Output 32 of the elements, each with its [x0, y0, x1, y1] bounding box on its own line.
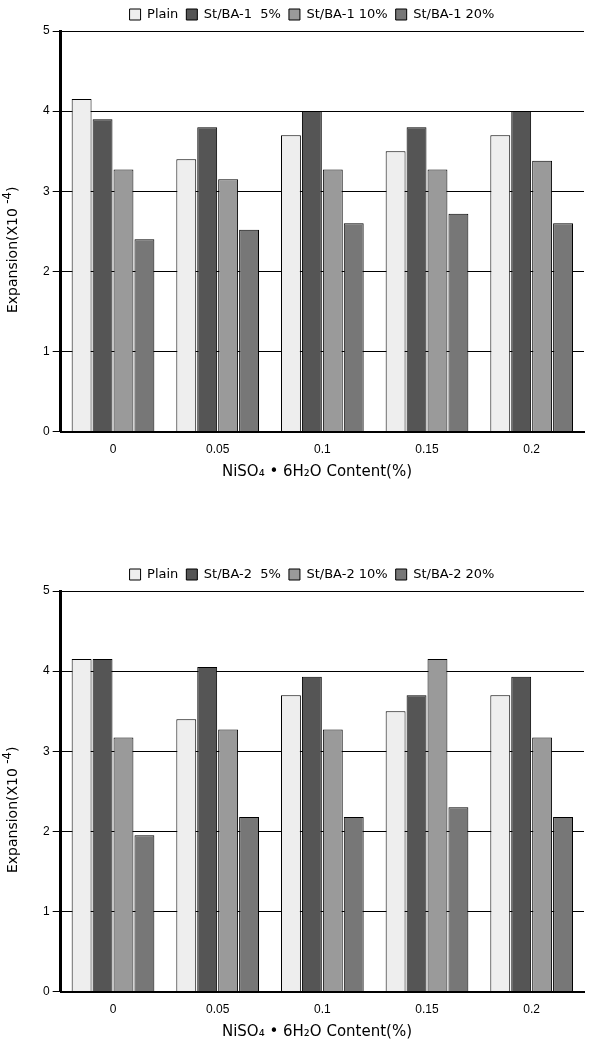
x-tick-label: 0.2 — [523, 1002, 541, 1017]
y-tick-label: 0 — [42, 423, 50, 438]
x-axis-title: NiSO₄ • 6H₂O Content(%) — [220, 1022, 414, 1040]
legend-label: St/BA-2 20% — [413, 565, 495, 581]
y-tick-label: 1 — [42, 343, 50, 358]
legend-label: St/BA-1 20% — [413, 5, 495, 21]
y-tick-label: 2 — [42, 263, 50, 278]
x-tick-label: 0.15 — [415, 442, 439, 457]
y-tick-label: 4 — [42, 663, 50, 678]
y-tick-label: 3 — [42, 183, 50, 198]
y-tick-label: 5 — [42, 23, 50, 38]
x-tick-label: 0 — [109, 442, 117, 457]
x-tick-label: 0.05 — [205, 1002, 230, 1017]
y-tick-label: 3 — [42, 743, 50, 758]
y-tick-label: 1 — [42, 903, 50, 918]
x-tick-label: 0.05 — [205, 442, 230, 457]
legend-label: Plain — [147, 5, 179, 21]
legend-label: Plain — [147, 565, 179, 581]
x-tick-label: 0.1 — [313, 442, 331, 457]
legend-label: St/BA-1 10% — [306, 5, 388, 21]
x-axis-title: NiSO₄ • 6H₂O Content(%) — [220, 462, 414, 480]
y-tick-label: 0 — [42, 983, 50, 998]
x-tick-label: 0.2 — [523, 442, 541, 457]
y-tick-label: 4 — [42, 103, 50, 118]
legend-label: St/BA-2 5% — [203, 565, 281, 581]
y-tick-label: 5 — [42, 583, 50, 598]
legend-label: St/BA-1 5% — [203, 5, 281, 21]
x-tick-label: 0.15 — [415, 1002, 439, 1017]
x-tick-label: 0.1 — [313, 1002, 331, 1017]
y-tick-label: 2 — [42, 823, 50, 838]
x-tick-label: 0 — [109, 1002, 117, 1017]
legend-label: St/BA-2 10% — [306, 565, 388, 581]
